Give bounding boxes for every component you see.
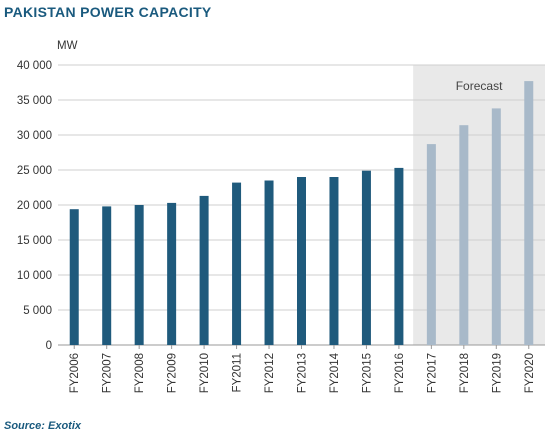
bar-fy2016 bbox=[394, 167, 404, 345]
y-tick-label: 30 000 bbox=[17, 130, 52, 142]
y-tick-label: 0 bbox=[46, 340, 52, 352]
bar-fy2012 bbox=[264, 180, 274, 345]
y-tick-label: 25 000 bbox=[17, 165, 52, 177]
y-tick-label: 10 000 bbox=[17, 270, 52, 282]
bar-fy2009 bbox=[167, 202, 177, 345]
x-tick-label: FY2012 bbox=[264, 353, 276, 393]
bar-fy2015 bbox=[361, 170, 371, 345]
y-tick-label: 40 000 bbox=[17, 60, 52, 72]
x-tick-label: FY2011 bbox=[232, 353, 244, 392]
x-tick-label: FY2017 bbox=[426, 353, 438, 393]
forecast-label: Forecast bbox=[456, 79, 503, 93]
x-tick-label: FY2019 bbox=[491, 353, 503, 393]
x-tick-label: FY2008 bbox=[134, 353, 146, 393]
bars bbox=[69, 81, 534, 346]
bar-fy2018 bbox=[459, 125, 469, 345]
y-axis-ticks: 0 5 000 10 000 15 000 20 000 25 000 30 000 35 0… bbox=[17, 60, 52, 352]
bar-fy2013 bbox=[297, 177, 306, 345]
x-tick-label: FY2009 bbox=[167, 353, 179, 393]
x-tick-label: FY2015 bbox=[361, 353, 373, 393]
x-tick-label: FY2020 bbox=[524, 353, 536, 393]
y-tick-label: 20 000 bbox=[17, 200, 52, 212]
bar-fy2011 bbox=[232, 182, 242, 345]
x-tick-label: FY2016 bbox=[394, 353, 406, 393]
bar-fy2014 bbox=[329, 177, 339, 345]
bar-fy2017 bbox=[426, 144, 436, 345]
bar-fy2019 bbox=[491, 108, 501, 346]
y-tick-label: 5 000 bbox=[23, 305, 52, 317]
x-tick-label: FY2014 bbox=[329, 352, 341, 393]
y-axis-unit-label: MW bbox=[57, 40, 78, 52]
x-axis-ticks: FY2006 FY2007 FY2008 FY2009 FY2010 FY2011 FY20… bbox=[69, 345, 536, 393]
x-tick-label: FY2013 bbox=[297, 353, 309, 393]
x-tick-label: FY2006 bbox=[69, 353, 81, 393]
chart-title: PAKISTAN POWER CAPACITY bbox=[4, 4, 212, 20]
source-note: Source: Exotix bbox=[4, 420, 82, 432]
bar-fy2008 bbox=[134, 205, 144, 345]
x-tick-label: FY2018 bbox=[459, 353, 471, 393]
bar-fy2006 bbox=[69, 209, 79, 345]
bar-fy2020 bbox=[524, 81, 534, 345]
x-tick-label: FY2010 bbox=[199, 353, 211, 393]
bar-fy2007 bbox=[102, 206, 112, 345]
y-tick-label: 15 000 bbox=[17, 235, 52, 247]
x-tick-label: FY2007 bbox=[102, 353, 114, 393]
bar-fy2010 bbox=[199, 195, 209, 345]
y-tick-label: 35 000 bbox=[17, 95, 52, 107]
